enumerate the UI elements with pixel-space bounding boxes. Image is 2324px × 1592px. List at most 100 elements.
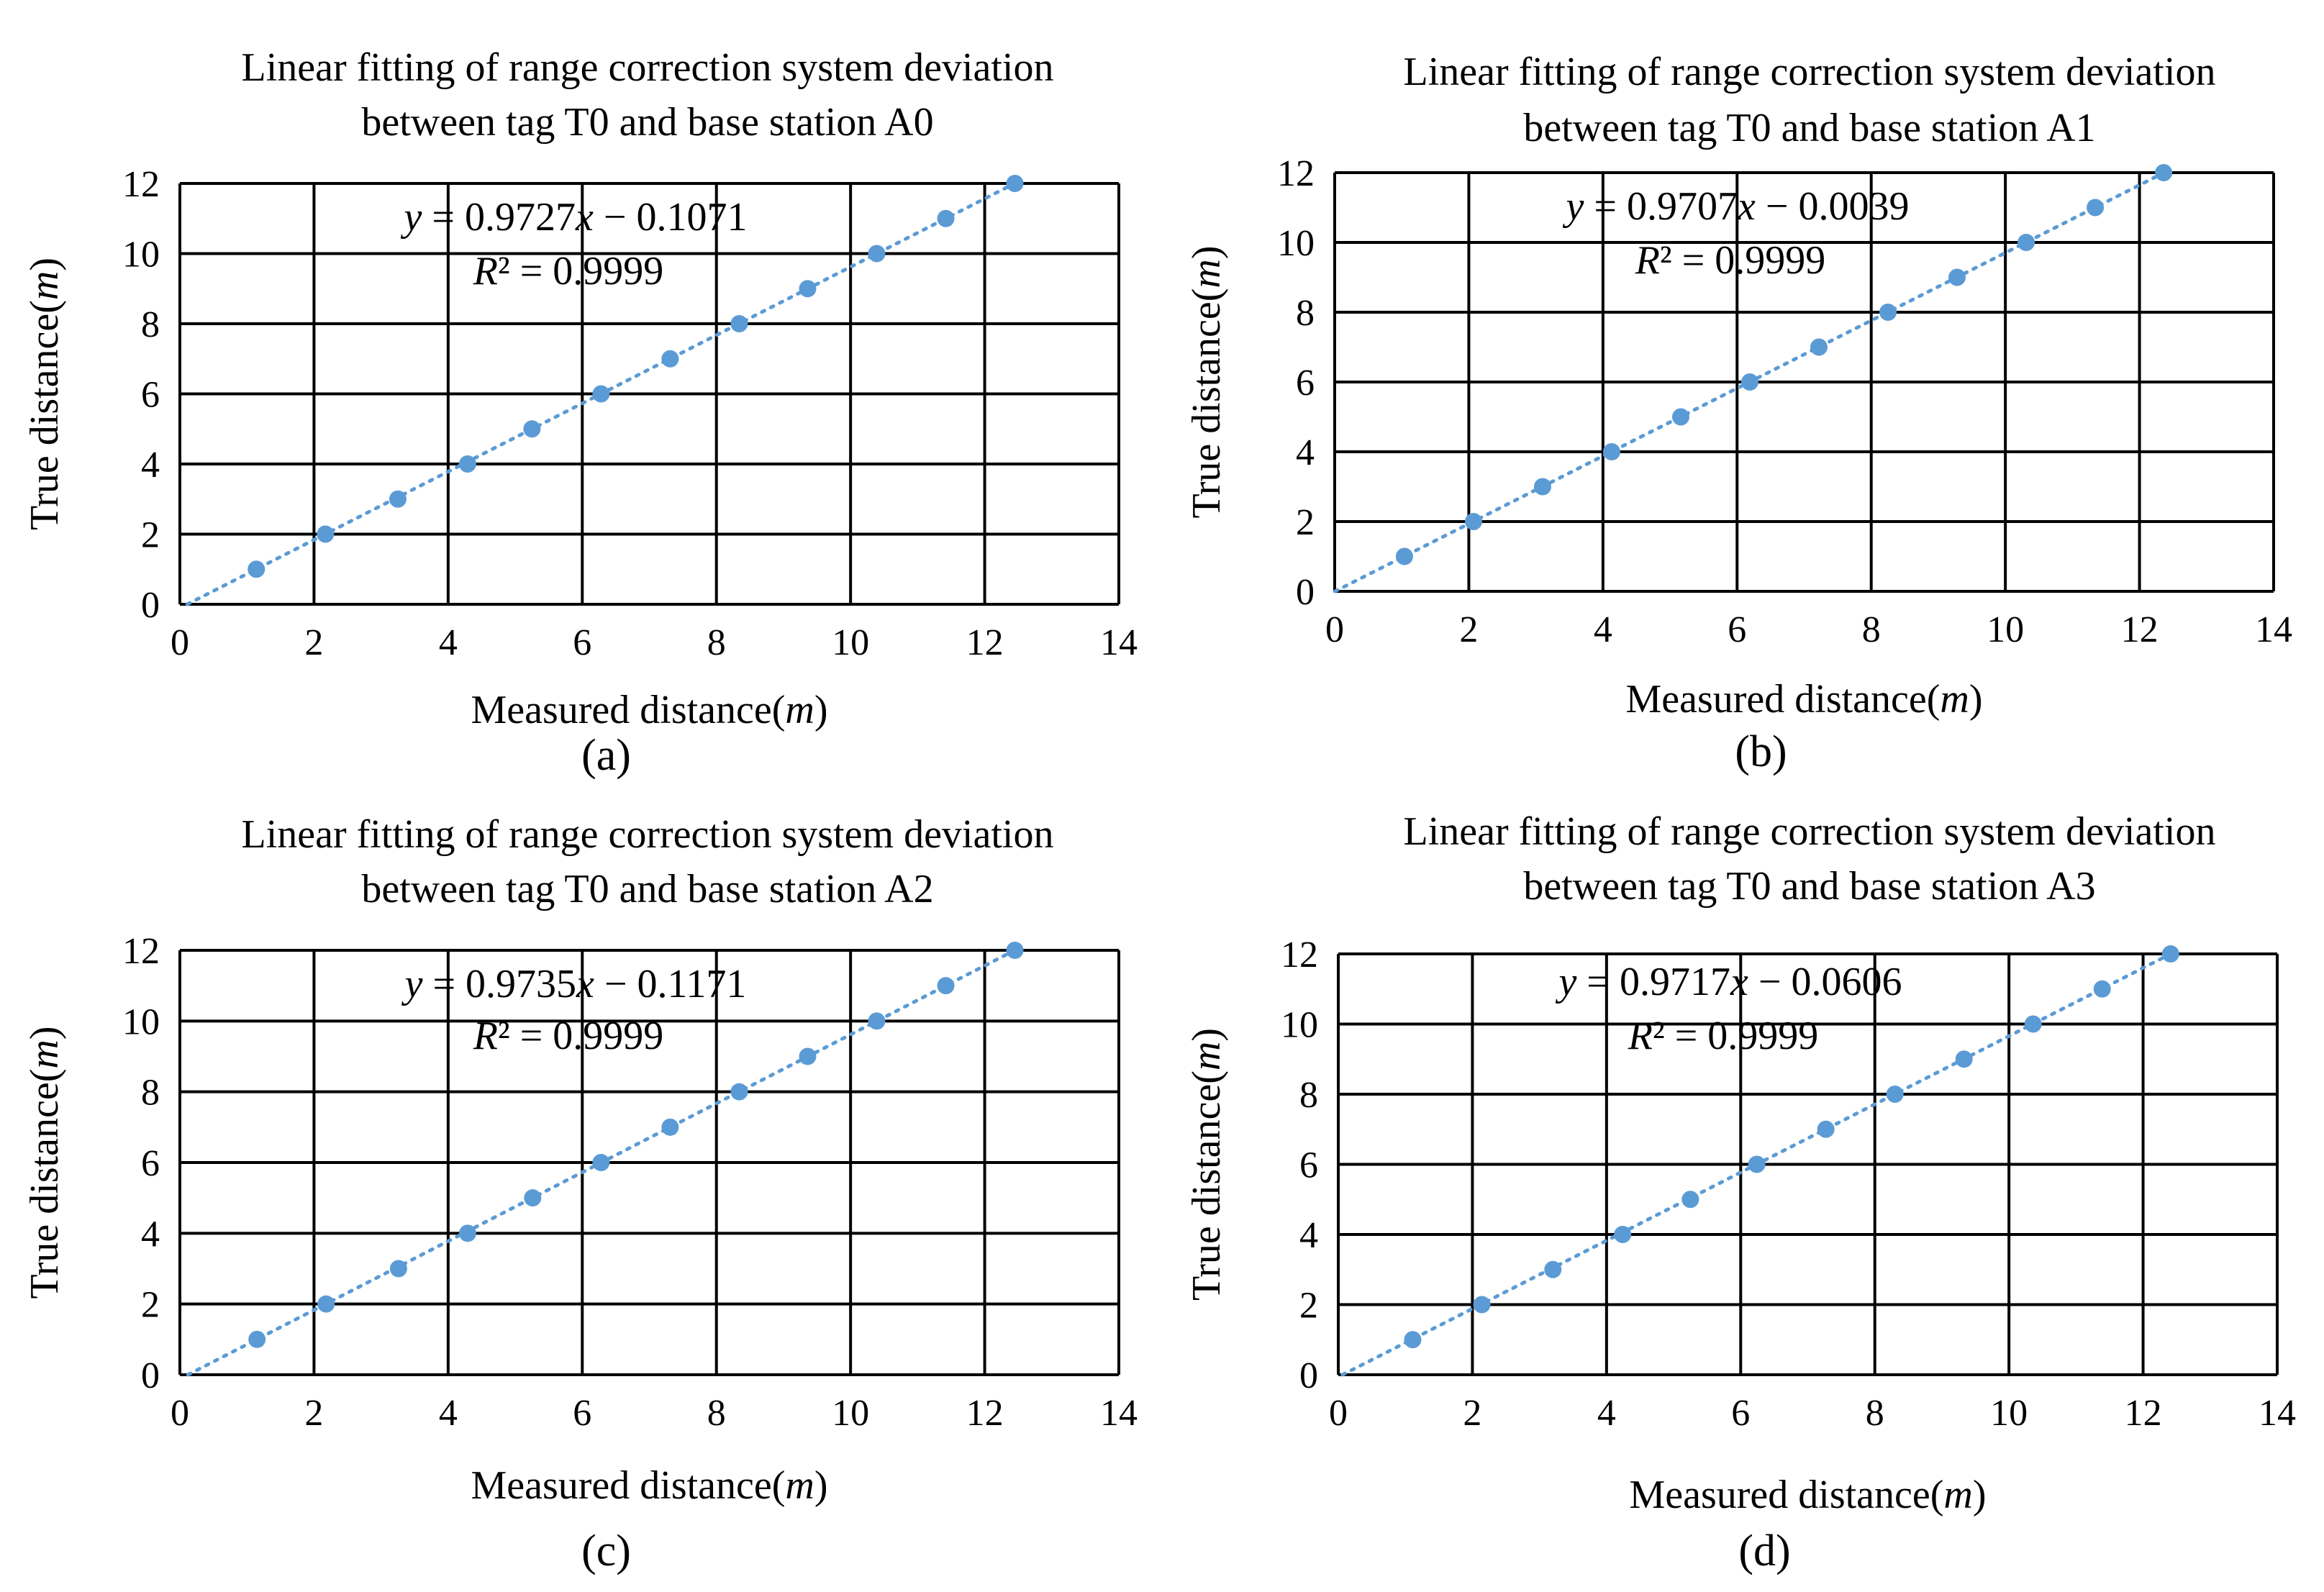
chart-title-line: between tag T0 and base station A0: [361, 100, 933, 145]
x-axis-label: Measured distance(m): [471, 688, 827, 732]
chart-panel-a: Linear fitting of range correction syste…: [0, 0, 1162, 796]
y-tick-label: 4: [141, 1214, 160, 1255]
data-point: [799, 1047, 817, 1065]
chart-panel-c: Linear fitting of range correction syste…: [0, 796, 1162, 1591]
x-tick-label: 14: [1100, 1393, 1138, 1434]
x-tick-label: 10: [1990, 1393, 2028, 1434]
data-point: [661, 350, 679, 368]
panel-caption: (b): [1735, 727, 1787, 776]
y-tick-label: 4: [141, 445, 160, 486]
data-point: [1681, 1191, 1699, 1209]
data-point: [1886, 1086, 1904, 1103]
panel-caption: (c): [581, 1527, 631, 1575]
data-point: [1817, 1120, 1835, 1138]
y-axis-label: True distance(m): [22, 1027, 67, 1299]
y-tick-label: 6: [1296, 363, 1315, 404]
x-tick-label: 2: [304, 1393, 323, 1434]
data-point: [1955, 1050, 1973, 1068]
data-point: [799, 280, 817, 298]
data-point: [1671, 408, 1689, 426]
data-point: [2161, 945, 2179, 963]
data-point: [389, 1260, 407, 1278]
x-tick-label: 12: [2121, 609, 2159, 650]
data-point: [661, 1118, 679, 1136]
x-tick-label: 4: [439, 622, 458, 663]
scatter-chart: Linear fitting of range correction syste…: [1184, 50, 2292, 776]
chart-title-line: Linear fitting of range correction syste…: [242, 812, 1054, 857]
x-tick-label: 14: [2255, 609, 2292, 650]
trendline-equation: y = 0.9735x − 0.1171: [401, 962, 747, 1006]
data-point: [1748, 1155, 1766, 1173]
x-tick-label: 12: [966, 622, 1004, 663]
y-tick-label: 12: [1277, 153, 1315, 194]
y-tick-label: 0: [141, 1355, 160, 1396]
data-point: [937, 977, 955, 995]
y-tick-label: 8: [141, 1073, 160, 1114]
y-tick-label: 10: [122, 1001, 160, 1042]
data-point: [248, 1330, 266, 1348]
x-tick-label: 14: [1100, 622, 1138, 663]
scatter-chart: Linear fitting of range correction syste…: [22, 812, 1138, 1575]
x-tick-label: 2: [1463, 1393, 1481, 1434]
y-tick-label: 8: [141, 304, 160, 345]
x-tick-label: 10: [1987, 609, 2024, 650]
data-point: [524, 1189, 542, 1207]
data-point: [317, 1295, 335, 1313]
chart-title-line: between tag T0 and base station A1: [1523, 106, 2095, 150]
x-tick-label: 8: [1862, 609, 1881, 650]
x-tick-label: 8: [1866, 1393, 1884, 1434]
x-tick-label: 4: [1594, 609, 1612, 650]
data-point: [2017, 234, 2035, 251]
data-point: [1395, 547, 1413, 565]
x-tick-label: 6: [573, 1393, 591, 1434]
panel-caption: (a): [581, 731, 631, 780]
trendline-equation: y = 0.9717x − 0.0606: [1556, 960, 1902, 1004]
chart-title-line: between tag T0 and base station A2: [361, 867, 933, 911]
trendline-equation: y = 0.9727x − 0.1071: [401, 195, 748, 240]
scatter-chart: Linear fitting of range correction syste…: [1184, 809, 2296, 1575]
x-tick-label: 2: [304, 622, 323, 663]
y-tick-label: 12: [122, 164, 160, 205]
x-tick-label: 4: [1597, 1393, 1616, 1434]
data-point: [868, 1012, 886, 1030]
y-axis-label: True distance(m): [1184, 1028, 1229, 1301]
y-tick-label: 10: [122, 235, 160, 276]
x-tick-label: 0: [171, 622, 189, 663]
r-squared-label: R² = 0.9999: [1635, 238, 1826, 283]
x-tick-label: 2: [1459, 609, 1478, 650]
data-point: [1740, 373, 1758, 391]
x-tick-label: 12: [966, 1393, 1004, 1434]
y-tick-label: 12: [122, 931, 160, 972]
x-tick-label: 0: [1325, 609, 1344, 650]
r-squared-label: R² = 0.9999: [473, 1014, 664, 1058]
y-tick-label: 6: [141, 1143, 160, 1184]
chart-title-line: between tag T0 and base station A3: [1523, 864, 2095, 909]
r-squared-label: R² = 0.9999: [1628, 1014, 1819, 1058]
x-axis-label: Measured distance(m): [1629, 1473, 1986, 1517]
x-tick-label: 6: [1731, 1393, 1750, 1434]
y-tick-label: 6: [141, 375, 160, 416]
data-point: [1404, 1331, 1422, 1349]
r-squared-label: R² = 0.9999: [473, 249, 664, 294]
x-tick-label: 14: [2259, 1393, 2296, 1434]
trendline-equation: y = 0.9707x − 0.0039: [1563, 184, 1910, 229]
data-point: [2093, 980, 2111, 998]
data-point: [1006, 942, 1024, 959]
x-tick-label: 10: [832, 1393, 869, 1434]
data-point: [1464, 513, 1482, 530]
y-tick-label: 2: [141, 1285, 160, 1326]
y-axis-label: True distance(m): [1184, 246, 1229, 519]
data-point: [592, 385, 610, 403]
y-tick-label: 0: [1299, 1355, 1318, 1396]
x-tick-label: 8: [707, 622, 726, 663]
data-point: [248, 560, 265, 578]
y-tick-label: 10: [1281, 1005, 1318, 1046]
x-axis-label: Measured distance(m): [1625, 677, 1982, 722]
chart-title-line: Linear fitting of range correction syste…: [1404, 50, 2216, 94]
y-tick-label: 6: [1299, 1145, 1318, 1186]
y-tick-label: 4: [1299, 1215, 1318, 1256]
data-point: [730, 315, 748, 332]
chart-title-line: Linear fitting of range correction syste…: [1404, 809, 2216, 854]
data-point: [2087, 199, 2105, 217]
data-point: [389, 490, 407, 508]
